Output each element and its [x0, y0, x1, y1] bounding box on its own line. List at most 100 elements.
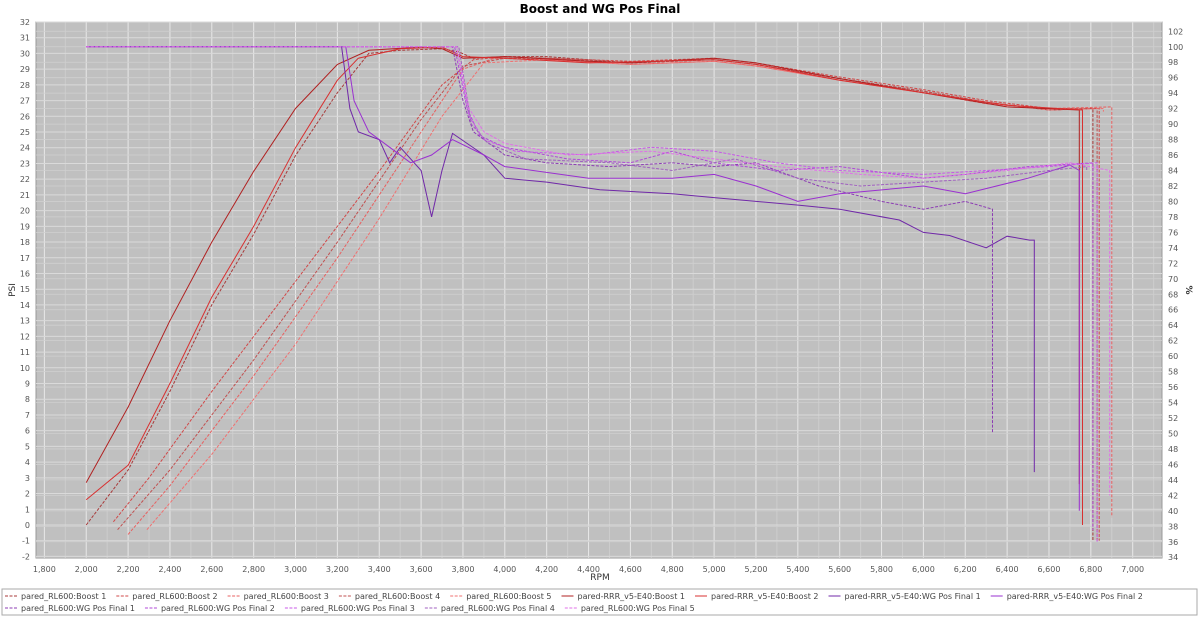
x-tick-label: 3,800 [452, 565, 475, 574]
series-line-8 [86, 46, 1035, 473]
y-left-tick-label: 2 [25, 490, 30, 499]
y-right-tick-label: 86 [1168, 151, 1178, 160]
y-left-tick-label: 13 [20, 317, 30, 326]
y-right-tick-label: 36 [1168, 538, 1178, 547]
series-line-9 [86, 46, 1080, 511]
y-right-tick-label: 60 [1168, 352, 1178, 361]
y-right-tick-label: 76 [1168, 228, 1178, 237]
x-tick-label: 4,800 [661, 565, 684, 574]
x-tick-label: 3,200 [326, 565, 349, 574]
y-left-tick-label: 1 [25, 505, 30, 514]
legend-item: pared_RL600:WG Pos Final 1 [5, 604, 135, 613]
x-tick-label: 6,400 [996, 565, 1019, 574]
legend-label: pared_RL600:WG Pos Final 1 [21, 604, 135, 613]
x-tick-label: 4,600 [619, 565, 642, 574]
legend-label: pared_RL600:WG Pos Final 5 [581, 604, 695, 613]
y-left-tick-label: 26 [20, 112, 30, 121]
y-right-tick-label: 88 [1168, 136, 1178, 145]
y-left-tick-label: 18 [20, 238, 30, 247]
legend-item: pared_RL600:WG Pos Final 4 [424, 604, 555, 613]
x-tick-label: 2,200 [117, 565, 140, 574]
grid [36, 21, 1162, 558]
y-right-tick-label: 84 [1168, 167, 1178, 176]
y-right-tick-label: 38 [1168, 522, 1178, 531]
y-right-tick-label: 98 [1168, 58, 1178, 67]
y-left-tick-label: 12 [20, 332, 30, 341]
y-right-tick-label: 70 [1168, 275, 1178, 284]
y-right-tick-label: 52 [1168, 414, 1178, 423]
y-left-tick-label: 19 [20, 222, 30, 231]
x-axis-ticks: 1,800 2,000 2,200 2,400 2,600 2,800 3,000 3,200… [33, 565, 1144, 574]
y-left-tick-label: 8 [25, 395, 30, 404]
y-right-tick-label: 46 [1168, 460, 1178, 469]
y-right-tick-label: 54 [1168, 399, 1178, 408]
y-left-tick-label: 3 [25, 474, 30, 483]
y-right-tick-label: 68 [1168, 290, 1178, 299]
y-right-axis-ticks: 34 36 38 40 42 44 46 48 50 52 54 56 58 60 62 64 66 68 70 72… [1168, 27, 1183, 562]
y-left-tick-label: 4 [25, 458, 30, 467]
y-right-tick-label: 92 [1168, 105, 1178, 114]
x-tick-label: 3,400 [368, 565, 391, 574]
series-line-6 [85, 46, 1080, 485]
y-right-tick-label: 48 [1168, 445, 1178, 454]
x-tick-label: 6,200 [954, 565, 977, 574]
y-left-tick-label: 23 [20, 159, 30, 168]
legend-item: pared_RL600:WG Pos Final 3 [284, 604, 415, 613]
legend: pared_RL600:Boost 1 pared_RL600:Boost 2 pa… [5, 592, 1143, 613]
x-tick-label: 2,400 [158, 565, 181, 574]
plot-area [35, 21, 1163, 559]
y-right-tick-label: 42 [1168, 491, 1178, 500]
y-right-tick-label: 102 [1168, 27, 1183, 36]
y-right-tick-label: 78 [1168, 213, 1178, 222]
y-right-tick-label: 82 [1168, 182, 1178, 191]
y-right-tick-label: 94 [1168, 89, 1178, 98]
legend-item: pared_RL600:Boost 4 [338, 592, 440, 601]
legend-label: pared_RL600:Boost 4 [355, 592, 440, 601]
y-left-tick-label: 21 [20, 191, 30, 200]
y-right-tick-label: 40 [1168, 507, 1178, 516]
y-left-tick-label: 7 [25, 411, 30, 420]
y-left-tick-label: 17 [20, 254, 30, 263]
y-left-tick-label: 16 [20, 269, 30, 278]
legend-label: pared_RL600:Boost 2 [132, 592, 217, 601]
y-right-tick-label: 34 [1168, 553, 1178, 562]
y-left-tick-label: 24 [20, 144, 30, 153]
legend-item: pared_RL600:WG Pos Final 5 [564, 604, 695, 613]
series-line-2 [113, 56, 1100, 541]
chart-title: Boost and WG Pos Final [520, 2, 681, 16]
legend-label: pared-RRR_v5-E40:Boost 1 [577, 592, 685, 601]
y-left-tick-label: 5 [25, 442, 30, 451]
y-right-tick-label: 72 [1168, 259, 1178, 268]
x-tick-label: 6,800 [1079, 565, 1102, 574]
y-right-tick-label: 44 [1168, 476, 1178, 485]
x-tick-label: 3,600 [410, 565, 433, 574]
legend-label: pared_RL600:Boost 5 [466, 592, 551, 601]
x-tick-label: 5,400 [786, 565, 809, 574]
legend-item: pared-RRR_v5-E40:Boost 2 [695, 592, 819, 601]
legend-item: pared_RL600:Boost 1 [5, 592, 106, 601]
y-left-tick-label: 22 [20, 175, 30, 184]
legend-box [1, 588, 1198, 616]
y-right-tick-label: 90 [1168, 120, 1178, 129]
legend-item: pared_RL600:Boost 3 [227, 592, 329, 601]
x-tick-label: 6,000 [912, 565, 935, 574]
y-left-tick-label: 29 [20, 65, 30, 74]
legend-item: pared-RRR_v5-E40:WG Pos Final 2 [990, 592, 1143, 601]
x-tick-label: 2,800 [242, 565, 265, 574]
legend-item: pared_RL600:Boost 5 [450, 592, 551, 601]
legend-label: pared_RL600:WG Pos Final 3 [301, 604, 415, 613]
y-right-tick-label: 50 [1168, 429, 1178, 438]
x-tick-label: 2,600 [200, 565, 223, 574]
y-left-tick-label: 20 [20, 207, 30, 216]
legend-label: pared_RL600:WG Pos Final 4 [441, 604, 555, 613]
y-left-tick-label: 25 [20, 128, 30, 137]
x-tick-label: 6,600 [1038, 565, 1061, 574]
x-tick-label: 4,200 [535, 565, 558, 574]
y-left-axis-label: PSI [8, 283, 18, 297]
series-line-7 [85, 46, 1083, 525]
y-right-tick-label: 80 [1168, 197, 1178, 206]
series-line-13 [86, 46, 1088, 187]
x-tick-label: 5,200 [745, 565, 768, 574]
legend-label: pared_RL600:WG Pos Final 2 [161, 604, 275, 613]
